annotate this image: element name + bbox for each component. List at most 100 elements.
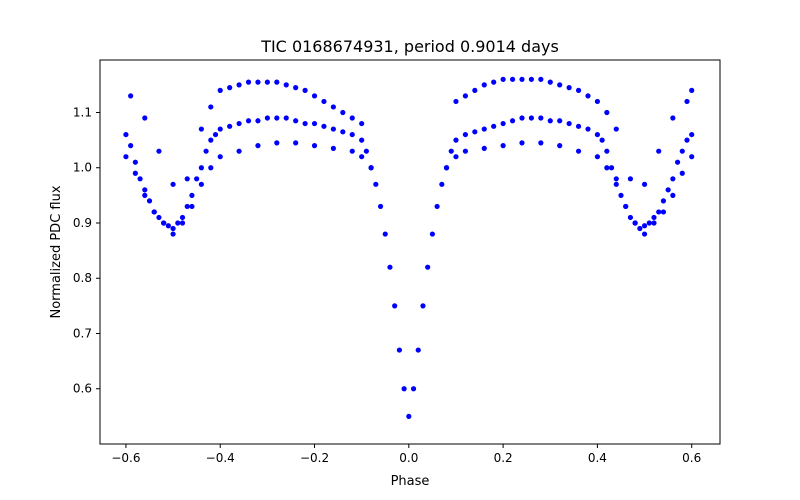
data-point <box>330 126 336 132</box>
data-point <box>373 181 379 187</box>
data-point <box>330 145 336 151</box>
data-point <box>599 137 605 143</box>
x-tick-label: 0.6 <box>682 451 701 465</box>
y-tick-label: 0.8 <box>73 271 92 285</box>
data-point <box>585 93 591 99</box>
data-point <box>674 159 681 165</box>
data-point <box>641 181 648 187</box>
data-point <box>349 148 355 154</box>
data-point <box>146 198 153 204</box>
data-point <box>481 145 487 151</box>
data-point <box>481 126 487 132</box>
data-point <box>689 87 695 93</box>
data-point <box>547 118 553 124</box>
data-point <box>283 115 289 121</box>
data-point <box>340 129 346 135</box>
data-point <box>302 87 308 93</box>
data-point <box>132 159 138 165</box>
data-point <box>165 223 171 229</box>
data-point <box>340 109 346 116</box>
data-point <box>500 143 506 149</box>
data-point <box>217 87 223 93</box>
data-point <box>641 223 648 229</box>
data-point <box>382 231 388 237</box>
data-point <box>434 203 440 210</box>
data-point <box>660 198 667 204</box>
data-point <box>363 148 369 154</box>
data-point <box>128 93 134 99</box>
data-point <box>184 176 190 182</box>
data-point <box>156 148 162 154</box>
data-point <box>359 154 365 160</box>
data-point <box>472 129 478 135</box>
data-point <box>179 220 186 226</box>
data-point <box>627 214 634 221</box>
data-point <box>396 347 402 353</box>
x-tick-label: 0.2 <box>494 451 513 465</box>
data-point <box>491 79 497 85</box>
data-point <box>453 154 459 160</box>
data-point <box>679 170 685 176</box>
data-point <box>613 181 619 187</box>
x-axis-ticks: −0.6 −0.4 −0.2 0.0 0.2 0.4 0.6 <box>111 444 701 465</box>
data-point <box>128 143 134 149</box>
data-point <box>613 176 619 182</box>
y-tick-label: 1.0 <box>73 161 92 175</box>
data-point <box>245 118 252 124</box>
data-point <box>420 303 426 309</box>
data-point <box>679 148 685 154</box>
data-point <box>660 209 667 215</box>
data-point <box>528 76 535 82</box>
data-point <box>194 176 200 182</box>
data-point <box>198 165 204 171</box>
data-point <box>670 115 676 121</box>
data-point <box>293 118 299 124</box>
data-point <box>604 165 610 171</box>
data-point <box>368 165 374 171</box>
data-point <box>349 115 355 121</box>
data-point <box>392 303 398 309</box>
data-point <box>519 76 525 82</box>
data-point <box>538 76 544 82</box>
data-point <box>637 225 643 232</box>
data-point <box>264 115 270 121</box>
data-point <box>236 82 242 88</box>
data-point <box>132 170 138 176</box>
data-point <box>439 181 445 187</box>
data-point <box>557 82 563 88</box>
data-point <box>689 154 695 160</box>
data-point <box>217 154 223 160</box>
data-point <box>330 104 336 110</box>
data-point <box>170 225 176 232</box>
data-point <box>509 76 516 82</box>
plot-frame <box>99 59 721 445</box>
data-point <box>689 131 695 138</box>
data-point <box>547 79 553 85</box>
data-point <box>623 203 629 210</box>
data-point <box>179 214 186 221</box>
data-points <box>123 76 695 419</box>
data-point <box>170 231 176 237</box>
x-axis-label: Phase <box>391 474 430 489</box>
data-point <box>462 93 468 99</box>
data-point <box>670 176 676 182</box>
data-point <box>245 79 252 85</box>
data-point <box>203 148 209 154</box>
y-tick-label: 0.6 <box>73 382 92 396</box>
data-point <box>632 220 638 226</box>
data-point <box>321 98 327 105</box>
data-point <box>311 143 318 149</box>
data-point <box>274 79 280 85</box>
y-tick-label: 0.9 <box>73 216 92 230</box>
data-point <box>665 187 671 193</box>
data-point <box>175 220 181 226</box>
data-point <box>684 137 690 143</box>
data-point <box>448 148 454 154</box>
data-point <box>594 98 601 105</box>
data-point <box>566 85 572 91</box>
data-point <box>151 209 157 215</box>
x-tick-label: 0.0 <box>399 451 418 465</box>
data-point <box>453 137 459 143</box>
